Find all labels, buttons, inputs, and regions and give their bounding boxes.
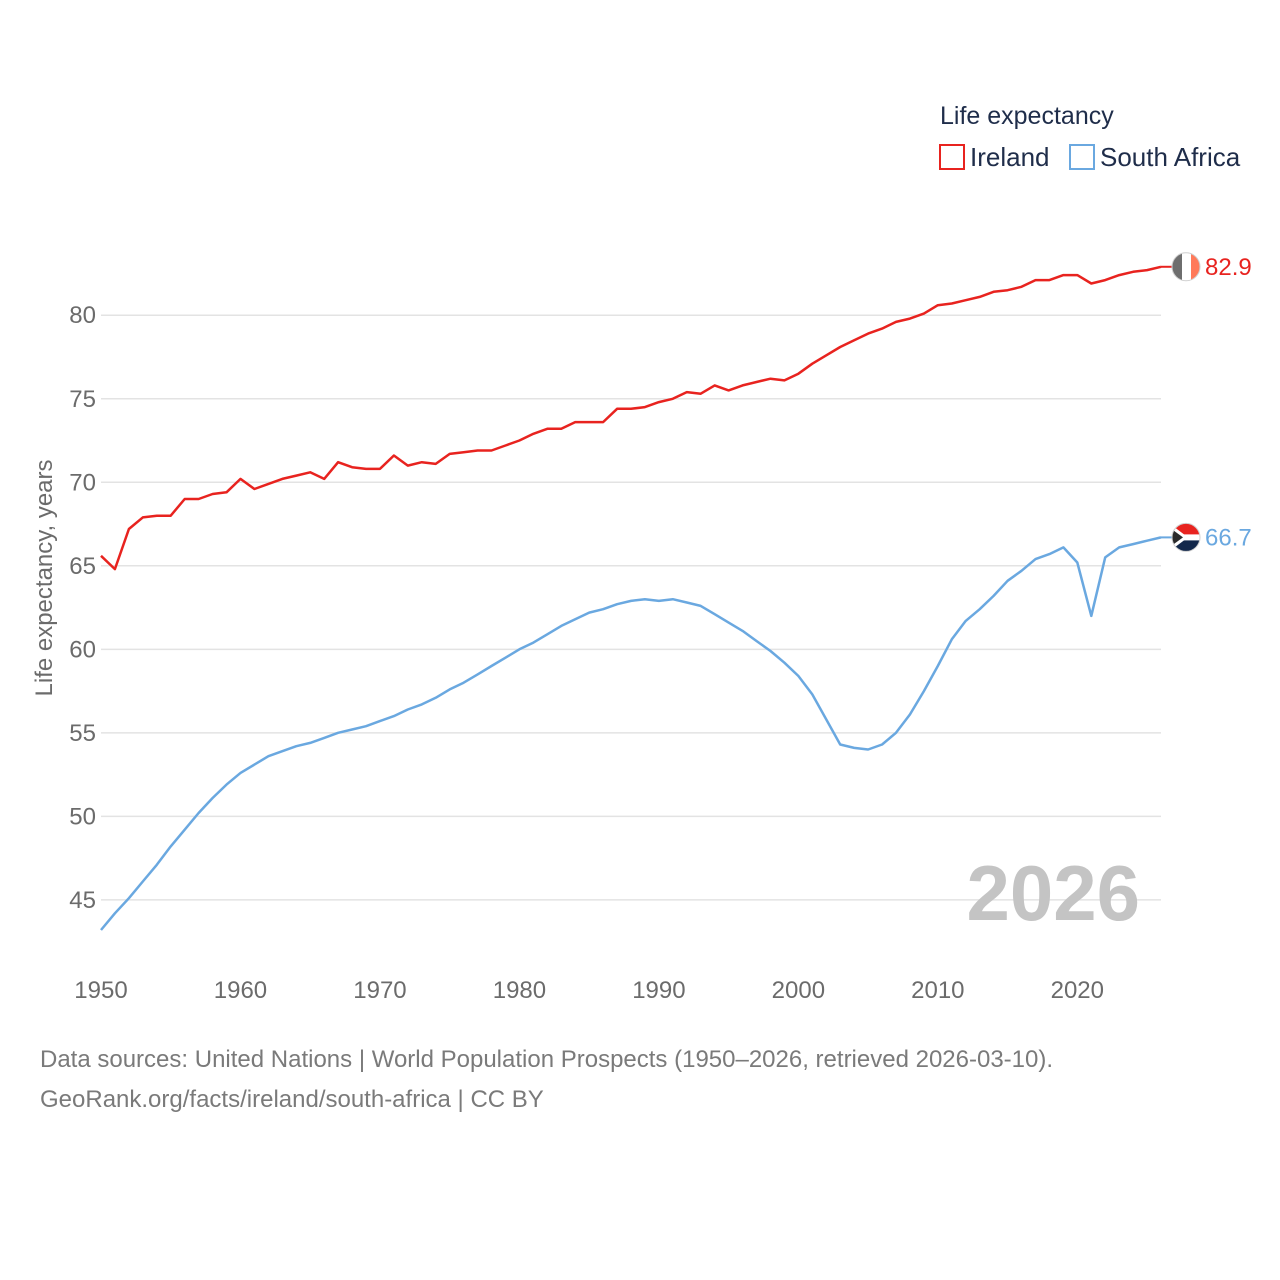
legend: Life expectancy Ireland South Africa (939, 102, 1241, 172)
y-tick-label: 75 (69, 386, 96, 413)
series-line-south-africa[interactable] (100, 536, 1162, 931)
x-tick-label: 2010 (911, 977, 964, 1004)
end-value-label-south-africa: 66.7 (1205, 524, 1252, 551)
y-axis-title: Life expectancy, years (31, 459, 58, 696)
x-tick-label: 1990 (632, 977, 685, 1004)
south-africa-flag-icon (1171, 522, 1201, 552)
y-tick-label: 60 (69, 636, 96, 663)
x-tick-label: 2020 (1051, 977, 1104, 1004)
y-tick-label: 50 (69, 803, 96, 830)
line-chart: 45 50 55 60 65 70 75 80 1950 1960 1970 1980 1990 200… (31, 102, 1252, 1004)
legend-item-south-africa[interactable]: South Africa (1069, 142, 1241, 172)
footer: Data sources: United Nations | World Pop… (40, 1040, 1053, 1120)
year-watermark: 2026 (966, 849, 1140, 937)
legend-item-ireland[interactable]: Ireland (939, 142, 1050, 172)
legend-swatch-south-africa (1069, 144, 1095, 170)
y-tick-label: 45 (69, 887, 96, 914)
x-tick-label: 1980 (493, 977, 546, 1004)
y-tick-label: 55 (69, 720, 96, 747)
y-tick-label: 80 (69, 302, 96, 329)
x-tick-label: 1960 (214, 977, 267, 1004)
attribution-link[interactable]: GeoRank.org/facts/ireland/south-africa |… (40, 1086, 544, 1113)
y-tick-label: 65 (69, 553, 96, 580)
y-tick-label: 70 (69, 469, 96, 496)
legend-label-ireland: Ireland (970, 142, 1050, 172)
end-value-label-ireland: 82.9 (1205, 254, 1252, 281)
data-source-text: Data sources: United Nations | World Pop… (40, 1046, 1054, 1073)
series-line-ireland[interactable] (100, 265, 1162, 571)
legend-label-south-africa: South Africa (1100, 142, 1241, 172)
legend-swatch-ireland (939, 144, 965, 170)
x-tick-label: 1970 (353, 977, 406, 1004)
legend-title: Life expectancy (940, 102, 1114, 130)
x-tick-label: 1950 (74, 977, 127, 1004)
ireland-flag-icon (1171, 252, 1201, 282)
x-tick-label: 2000 (772, 977, 825, 1004)
